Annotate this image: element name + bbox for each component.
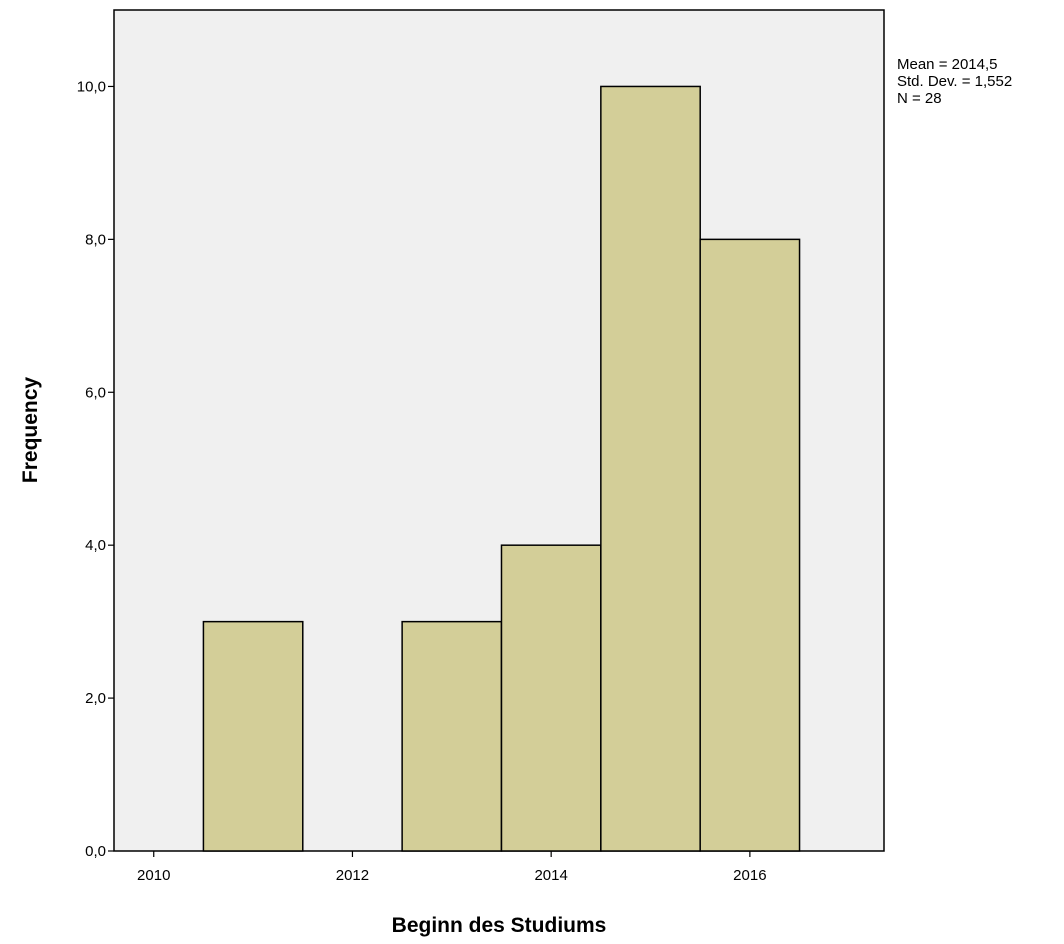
y-axis-title: Frequency [19,377,42,484]
stats-line: N = 28 [897,90,942,107]
x-tick-label: 2012 [336,867,369,884]
y-tick-label: 6,0 [85,384,106,401]
histogram-bar-2014 [500,544,602,852]
y-axis: 0,0 2,0 4,0 6,0 8,0 10,0 [77,78,114,860]
y-tick-label: 4,0 [85,537,106,554]
y-tick-label: 2,0 [85,690,106,707]
histogram-bar-2011 [202,620,304,852]
histogram-bar-2016 [699,238,801,852]
y-tick-label: 8,0 [85,231,106,248]
x-tick-label: 2010 [137,867,170,884]
histogram-bar-2015 [600,85,701,852]
x-tick-label: 2014 [534,867,567,884]
stats-line: Std. Dev. = 1,552 [897,73,1012,90]
histogram-bar-2013 [401,620,503,852]
x-axis: 2010 2012 2014 2016 [137,851,767,884]
x-axis-title: Beginn des Studiums [392,914,607,937]
stats-line: Mean = 2014,5 [897,56,998,73]
bars-group [202,85,801,852]
y-tick-label: 0,0 [85,843,106,860]
y-tick-label: 10,0 [77,78,106,95]
x-tick-label: 2016 [733,867,766,884]
